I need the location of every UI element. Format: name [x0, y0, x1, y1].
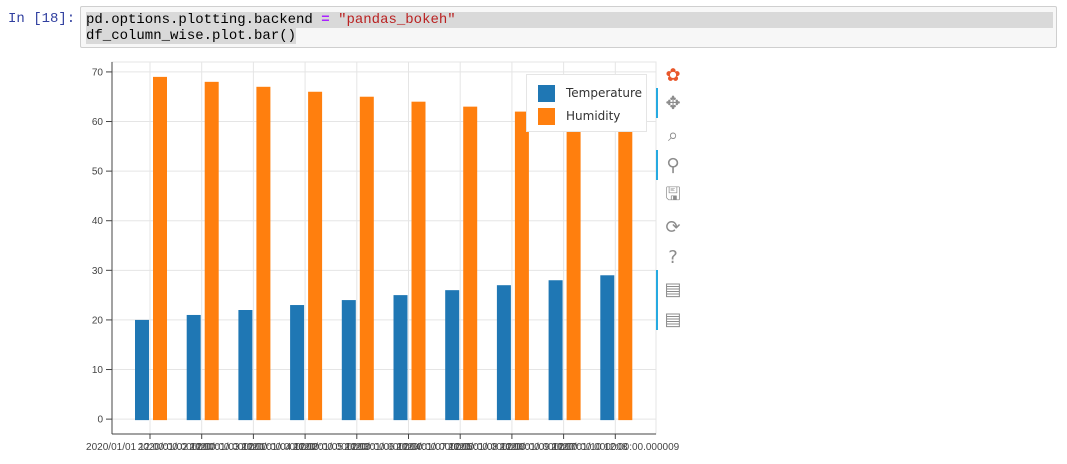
- bar-temperature: [496, 285, 511, 421]
- bar-humidity: [566, 116, 581, 421]
- bar-temperature: [186, 314, 201, 421]
- cell-prompt: In [18]:: [8, 11, 76, 27]
- bokeh-logo-icon[interactable]: ✿: [665, 64, 681, 86]
- code-string: "pandas_bokeh": [338, 12, 456, 28]
- bar-humidity: [359, 96, 374, 421]
- code-token: pd.options.plotting.backend: [86, 12, 322, 28]
- x-tick-label: 2020/01/01 12:00:00.000000: [86, 442, 214, 453]
- hover-tool-active-indicator: [656, 270, 658, 330]
- bar-humidity: [153, 76, 167, 421]
- legend-label-humidity: Humidity: [566, 109, 621, 123]
- bar-humidity: [256, 86, 271, 421]
- legend-item-humidity[interactable]: Humidity: [538, 106, 620, 126]
- bar-humidity: [204, 81, 219, 421]
- bar-humidity: [514, 111, 529, 421]
- y-tick-label: 50: [92, 167, 104, 178]
- bar-temperature: [135, 319, 149, 421]
- code-operator: =: [321, 12, 330, 28]
- y-tick-label: 20: [92, 315, 104, 326]
- pan-tool-active-indicator: [656, 88, 658, 118]
- code-cell[interactable]: pd.options.plotting.backend = "pandas_bo…: [80, 6, 1057, 48]
- bar-humidity: [618, 121, 633, 421]
- x-tick-label: 2020/01/05 12:00:00.000004: [293, 442, 421, 453]
- y-tick-label: 60: [92, 117, 104, 128]
- x-tick-label: 2020/01/10 12:00:00.000009: [551, 442, 679, 453]
- help-tool-icon[interactable]: ?: [668, 246, 678, 268]
- x-tick-label: 2020/01/03 12:00:00.000002: [189, 442, 317, 453]
- y-tick-label: 30: [92, 266, 104, 277]
- code-space: [330, 12, 338, 28]
- box-zoom-tool-icon[interactable]: ⌕: [667, 124, 679, 146]
- pan-tool-icon[interactable]: ✥: [665, 92, 681, 114]
- legend-swatch-temperature: [538, 84, 555, 102]
- bar-humidity: [463, 106, 478, 421]
- x-tick-label: 2020/01/08 12:00:00.000007: [448, 442, 576, 453]
- legend-label-temperature: Temperature: [566, 86, 643, 100]
- y-tick-label: 40: [92, 216, 104, 227]
- bar-humidity: [308, 91, 323, 421]
- hover-tool-icon-2[interactable]: ▤: [664, 308, 682, 330]
- chart-toolbar: ✿ ✥ ⌕ ⚲ 🖫 ⟳? ▤ ▤: [656, 60, 688, 335]
- bar-temperature: [290, 305, 305, 421]
- code-line-1: pd.options.plotting.backend = "pandas_bo…: [86, 12, 1053, 28]
- hover-tool-icon-1[interactable]: ▤: [664, 278, 682, 300]
- y-tick-label: 10: [92, 365, 104, 376]
- x-tick-label: 2020/01/09 12:00:00.000008: [500, 442, 628, 453]
- bar-temperature: [600, 275, 615, 421]
- chart-legend[interactable]: Temperature Humidity: [526, 74, 647, 132]
- bar-temperature: [341, 300, 356, 421]
- y-tick-label: 0: [97, 415, 103, 426]
- y-tick-label: 70: [92, 67, 104, 78]
- x-tick-label: 2020/01/07 12:00:00.000006: [396, 442, 524, 453]
- bar-temperature: [445, 290, 460, 421]
- reset-tool-icon[interactable]: ⟳: [665, 216, 681, 238]
- bar-temperature: [238, 310, 253, 421]
- x-tick-label: 2020/01/04 12:00:00.000003: [241, 442, 369, 453]
- bar-humidity: [411, 101, 426, 421]
- x-tick-label: 2020/01/06 12:00:00.000005: [345, 442, 473, 453]
- wheel-zoom-tool-icon[interactable]: ⚲: [666, 154, 680, 176]
- bar-temperature: [393, 295, 408, 421]
- bar-temperature: [548, 280, 563, 421]
- save-tool-icon[interactable]: 🖫: [665, 184, 681, 205]
- code-line-2: df_column_wise.plot.bar(): [86, 28, 297, 44]
- wheel-zoom-tool-active-indicator: [656, 150, 658, 180]
- legend-item-temperature[interactable]: Temperature: [538, 83, 642, 103]
- x-tick-label: 2020/01/02 12:00:00.000001: [138, 442, 266, 453]
- legend-swatch-humidity: [538, 107, 555, 125]
